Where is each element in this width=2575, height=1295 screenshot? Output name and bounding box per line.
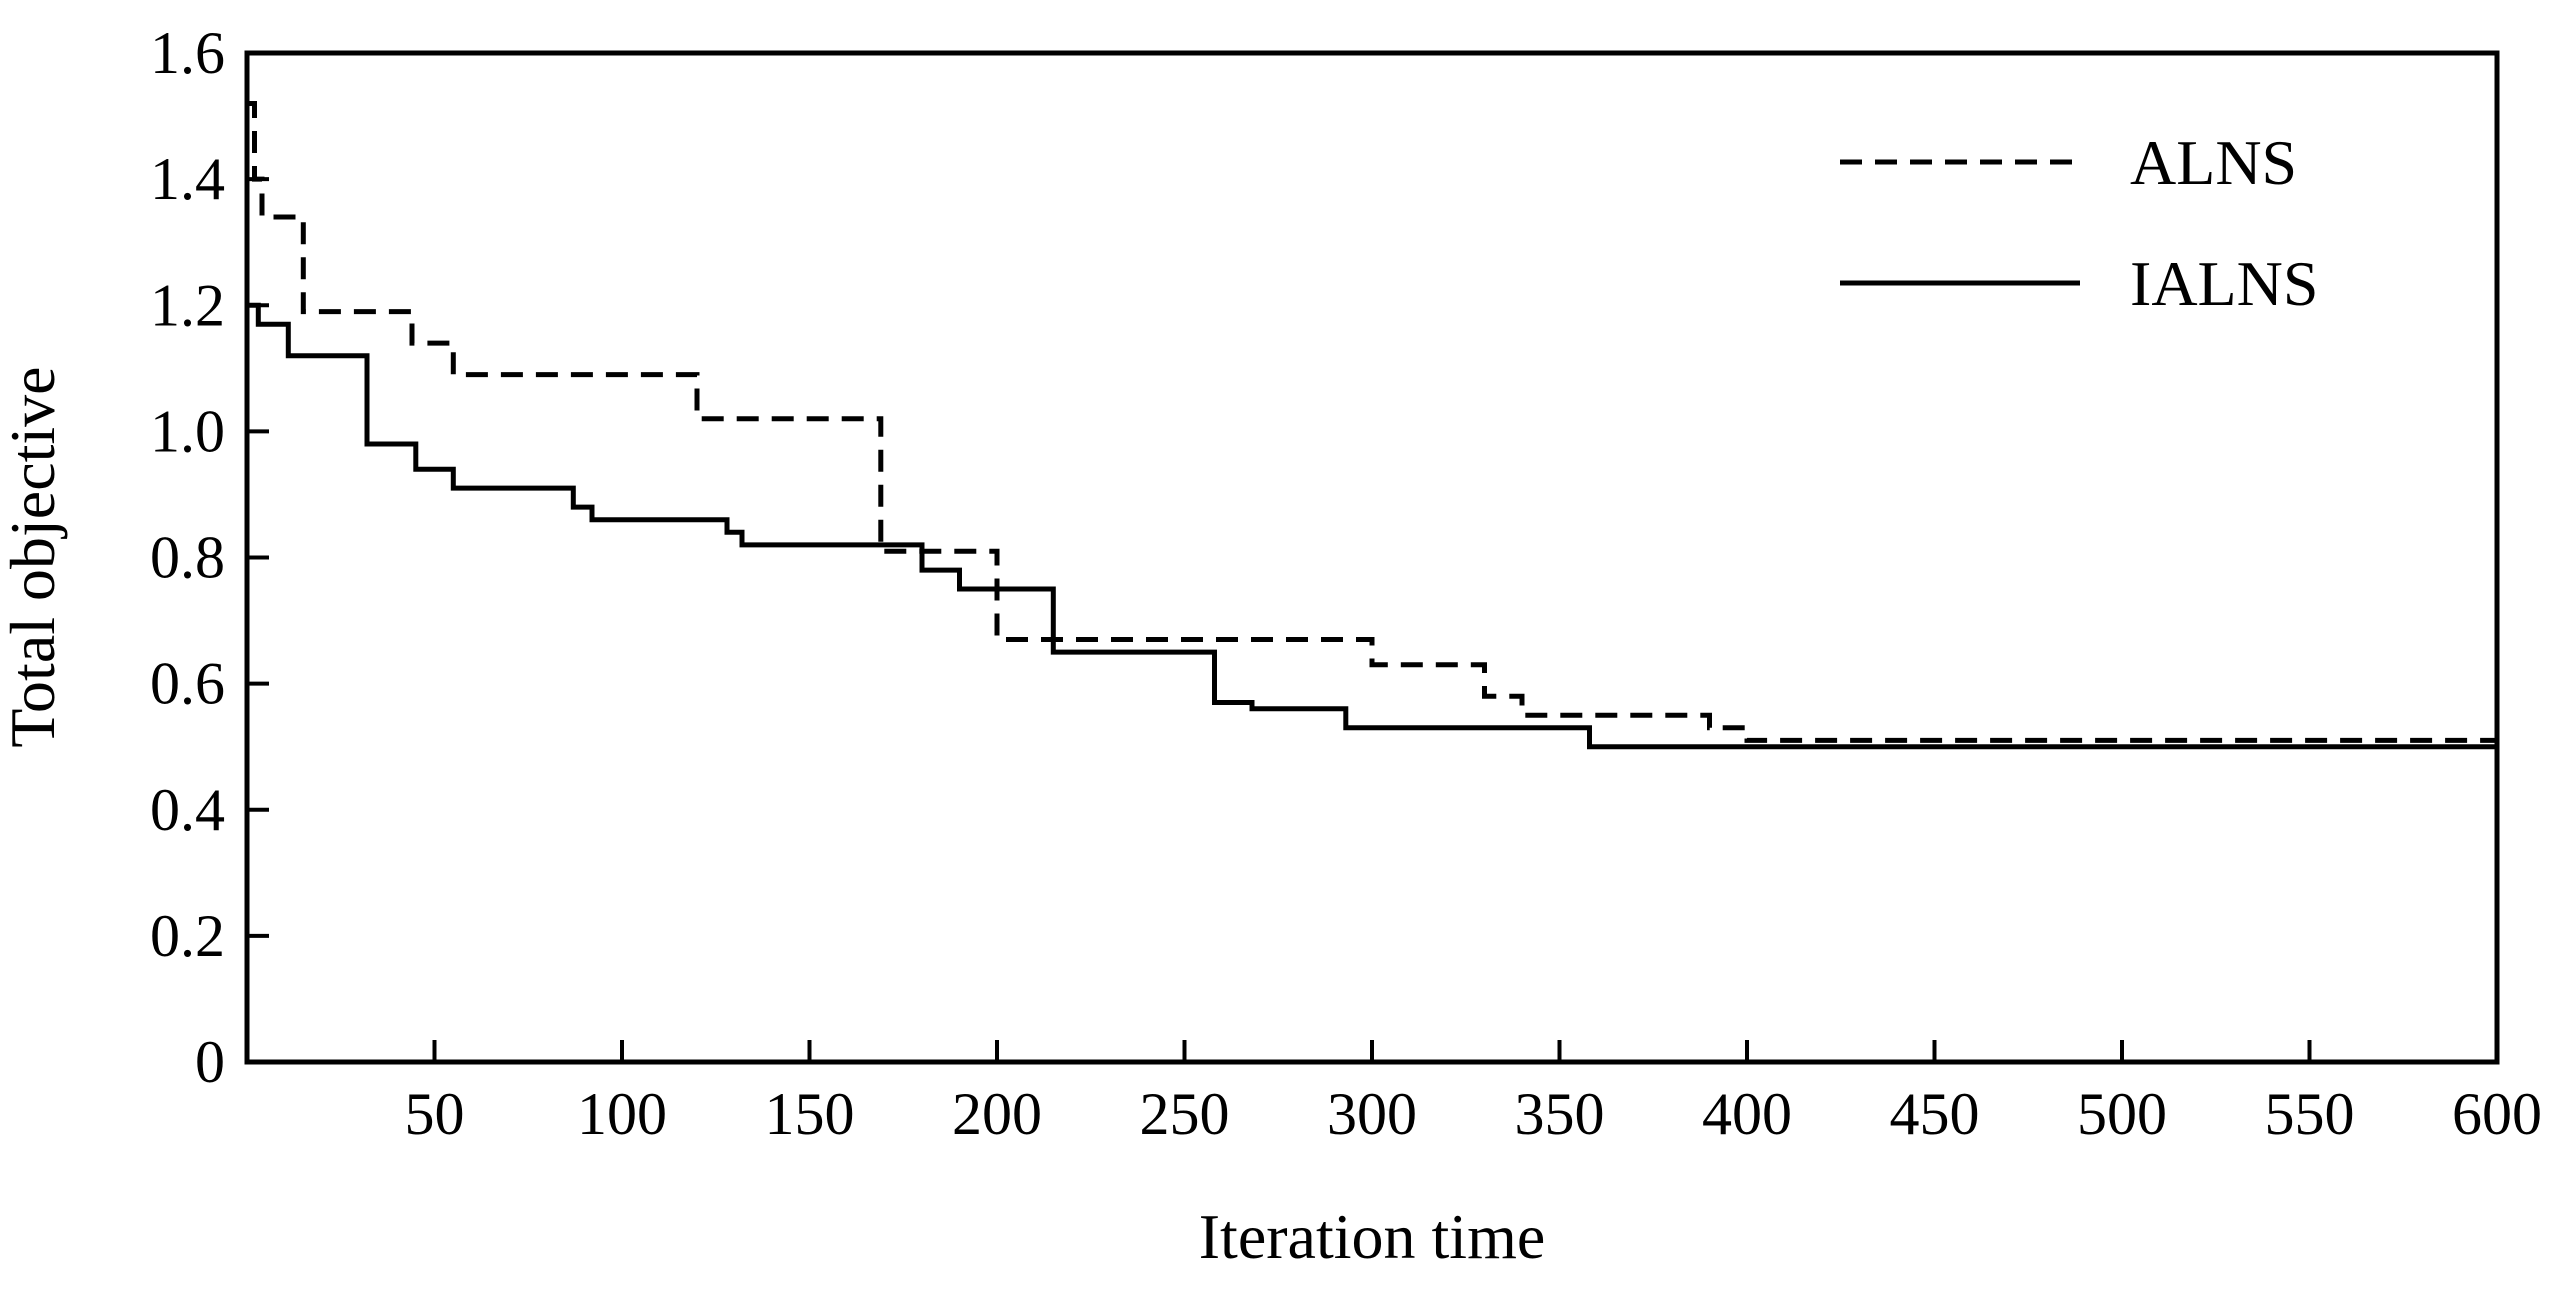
- x-tick-label: 200: [952, 1081, 1042, 1147]
- y-tick-label: 1.4: [150, 146, 225, 212]
- x-tick-label: 150: [765, 1081, 855, 1147]
- series-layer: [247, 101, 2497, 750]
- x-axis-title: Iteration time: [1199, 1201, 1546, 1272]
- x-tick-label: 50: [405, 1081, 465, 1147]
- x-tick-label: 100: [577, 1081, 667, 1147]
- plot-area-frame: [244, 50, 2500, 1065]
- y-axis-title: Total objective: [0, 366, 68, 747]
- x-tick-label: 400: [1702, 1081, 1792, 1147]
- y-tick-label: 1.6: [150, 20, 225, 86]
- series-line-ialns: [247, 302, 2497, 750]
- y-tick-label: 0.6: [150, 651, 225, 717]
- y-tick-label: 0.2: [150, 903, 225, 969]
- y-tick-label: 1.2: [150, 272, 225, 338]
- x-axis-ticks: 50 100 150 200 250 300 350 400 450 500 550 600: [405, 1040, 2542, 1147]
- x-tick-label: 250: [1140, 1081, 1230, 1147]
- chart-legend: ALNS IALNS: [1840, 127, 2318, 319]
- x-tick-label: 600: [2452, 1081, 2542, 1147]
- x-tick-label: 350: [1515, 1081, 1605, 1147]
- y-tick-label: 0: [195, 1029, 225, 1095]
- y-axis-ticks: 0 0.2 0.4 0.6 0.8 1.0 1.2 1.4 1.6: [150, 20, 269, 1095]
- legend-label-alns: ALNS: [2130, 127, 2297, 198]
- x-tick-label: 550: [2265, 1081, 2355, 1147]
- legend-label-ialns: IALNS: [2130, 248, 2318, 319]
- series-line-alns: [247, 101, 2497, 743]
- x-tick-label: 500: [2077, 1081, 2167, 1147]
- y-tick-label: 0.8: [150, 525, 225, 591]
- x-tick-label: 450: [1890, 1081, 1980, 1147]
- y-tick-label: 1.0: [150, 398, 225, 464]
- x-tick-label: 300: [1327, 1081, 1417, 1147]
- y-tick-label: 0.4: [150, 777, 225, 843]
